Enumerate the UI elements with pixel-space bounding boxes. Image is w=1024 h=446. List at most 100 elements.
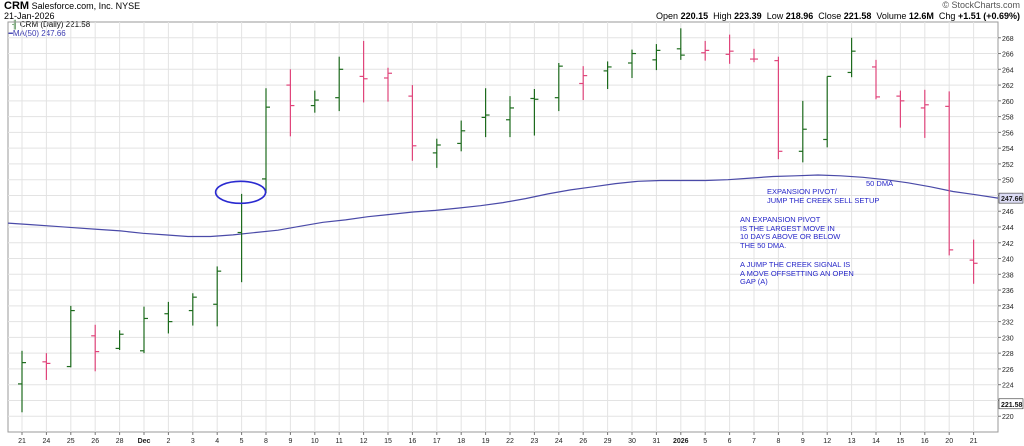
y-tick-label: 254 bbox=[1002, 146, 1014, 153]
bars-layer bbox=[18, 28, 978, 413]
x-tick-label: 7 bbox=[752, 438, 756, 445]
legend-price-text: CRM (Daily) 221.58 bbox=[19, 20, 91, 29]
open-label: Open bbox=[656, 11, 679, 21]
legend-ma: ━MA(50) 247.66 bbox=[8, 29, 66, 38]
stockcharts-credit: © StockCharts.com bbox=[942, 0, 1020, 10]
chart-date: 21-Jan-2026 bbox=[4, 11, 55, 21]
grid bbox=[7, 21, 999, 433]
high-label: High bbox=[713, 11, 732, 21]
y-tick-label: 258 bbox=[1002, 115, 1014, 122]
x-tick-label: 12 bbox=[823, 438, 831, 445]
x-tick-label: 8 bbox=[776, 438, 780, 445]
x-tick-label: Dec bbox=[138, 438, 151, 445]
y-tick-label: 236 bbox=[1002, 288, 1014, 295]
last-price-tag-box bbox=[998, 398, 1024, 410]
x-tick-label: 30 bbox=[628, 438, 636, 445]
x-tick-label: 2026 bbox=[673, 438, 689, 445]
x-tick-label: 6 bbox=[728, 438, 732, 445]
y-tick-label: 268 bbox=[1002, 36, 1014, 43]
x-tick-label: 15 bbox=[897, 438, 905, 445]
volume-value: 12.6M bbox=[908, 11, 934, 21]
x-tick-label: 11 bbox=[336, 438, 343, 445]
x-tick-label: 20 bbox=[945, 438, 953, 445]
y-tick-label: 256 bbox=[1002, 130, 1014, 137]
ma-value-tag-box bbox=[998, 192, 1024, 204]
pivot-highlight-circle bbox=[214, 180, 267, 205]
y-tick-label: 240 bbox=[1002, 257, 1014, 264]
ma50-line bbox=[7, 174, 999, 238]
x-tick-label: 9 bbox=[801, 438, 805, 445]
annotation-title: EXPANSION PIVOT/ JUMP THE CREEK SELL SET… bbox=[767, 187, 880, 205]
ma-value-tag-text: 247.66 bbox=[1001, 196, 1023, 203]
legend-price: ╢ CRM (Daily) 221.58 bbox=[12, 20, 90, 29]
x-tick-label: 3 bbox=[191, 438, 195, 445]
company-name: Salesforce.com, Inc. bbox=[31, 1, 114, 11]
x-tick-label: 8 bbox=[264, 438, 268, 445]
x-tick-label: 26 bbox=[579, 438, 587, 445]
x-tick-label: 2 bbox=[166, 438, 170, 445]
x-tick-label: 12 bbox=[360, 438, 368, 445]
x-tick-label: 9 bbox=[288, 438, 292, 445]
x-tick-label: 24 bbox=[43, 438, 51, 445]
close-value: 221.58 bbox=[843, 11, 872, 21]
x-tick-label: 26 bbox=[91, 438, 99, 445]
y-tick-label: 246 bbox=[1002, 209, 1014, 216]
ma-line-icon: ━ bbox=[8, 29, 13, 38]
chg-value: +1.51 (+0.69%) bbox=[957, 11, 1020, 21]
x-tick-label: 5 bbox=[240, 438, 244, 445]
y-tick-label: 250 bbox=[1002, 178, 1014, 185]
y-tick-label: 228 bbox=[1002, 351, 1014, 358]
x-tick-label: 16 bbox=[921, 438, 929, 445]
x-tick-label: 4 bbox=[215, 438, 219, 445]
y-tick-label: 244 bbox=[1002, 225, 1014, 232]
x-tick-label: 14 bbox=[872, 438, 880, 445]
low-value: 218.96 bbox=[785, 11, 814, 21]
close-label: Close bbox=[818, 11, 842, 21]
y-tick-label: 264 bbox=[1002, 67, 1014, 74]
x-tick-label: 16 bbox=[409, 438, 417, 445]
x-tick-label: 31 bbox=[653, 438, 661, 445]
x-tick-label: 24 bbox=[555, 438, 563, 445]
y-tick-label: 232 bbox=[1002, 320, 1014, 327]
x-tick-label: 15 bbox=[384, 438, 392, 445]
x-tick-label: 25 bbox=[67, 438, 75, 445]
ma-layer bbox=[7, 174, 999, 238]
y-tick-label: 230 bbox=[1002, 335, 1014, 342]
high-value: 223.39 bbox=[734, 11, 762, 21]
y-tick-label: 234 bbox=[1002, 304, 1014, 311]
exchange: NYSE bbox=[115, 1, 141, 11]
open-value: 220.15 bbox=[680, 11, 709, 21]
y-tick-label: 252 bbox=[1002, 162, 1014, 169]
x-tick-label: 21 bbox=[18, 438, 26, 445]
y-tick-label: 220 bbox=[1002, 414, 1014, 421]
axis-layer: 2202222242262282302322342362382402422442… bbox=[18, 36, 1024, 445]
x-tick-label: 19 bbox=[482, 438, 490, 445]
symbol: CRM bbox=[4, 0, 30, 12]
y-tick-label: 224 bbox=[1002, 383, 1014, 390]
volume-label: Volume bbox=[876, 11, 907, 21]
last-price-tag-text: 221.58 bbox=[1001, 402, 1023, 409]
y-tick-label: 260 bbox=[1002, 99, 1014, 106]
x-tick-label: 5 bbox=[703, 438, 707, 445]
x-tick-label: 10 bbox=[311, 438, 319, 445]
x-tick-label: 29 bbox=[604, 438, 612, 445]
low-label: Low bbox=[766, 11, 784, 21]
x-tick-label: 22 bbox=[506, 438, 514, 445]
legend-ma-text: MA(50) 247.66 bbox=[12, 29, 66, 38]
x-tick-label: 13 bbox=[848, 438, 856, 445]
x-tick-label: 17 bbox=[433, 438, 441, 445]
y-tick-label: 226 bbox=[1002, 367, 1014, 374]
x-tick-label: 21 bbox=[970, 438, 978, 445]
x-tick-label: 23 bbox=[531, 438, 539, 445]
x-tick-label: 18 bbox=[457, 438, 465, 445]
chart-title: CRM Salesforce.com, Inc. NYSE bbox=[4, 0, 140, 12]
y-tick-label: 242 bbox=[1002, 241, 1014, 248]
circle-layer bbox=[214, 180, 267, 205]
chg-label: Chg bbox=[938, 11, 956, 21]
y-tick-label: 266 bbox=[1002, 52, 1014, 59]
y-tick-label: 238 bbox=[1002, 272, 1014, 279]
x-tick-label: 28 bbox=[116, 438, 124, 445]
ohlc-bar-icon: ╢ bbox=[12, 20, 18, 29]
